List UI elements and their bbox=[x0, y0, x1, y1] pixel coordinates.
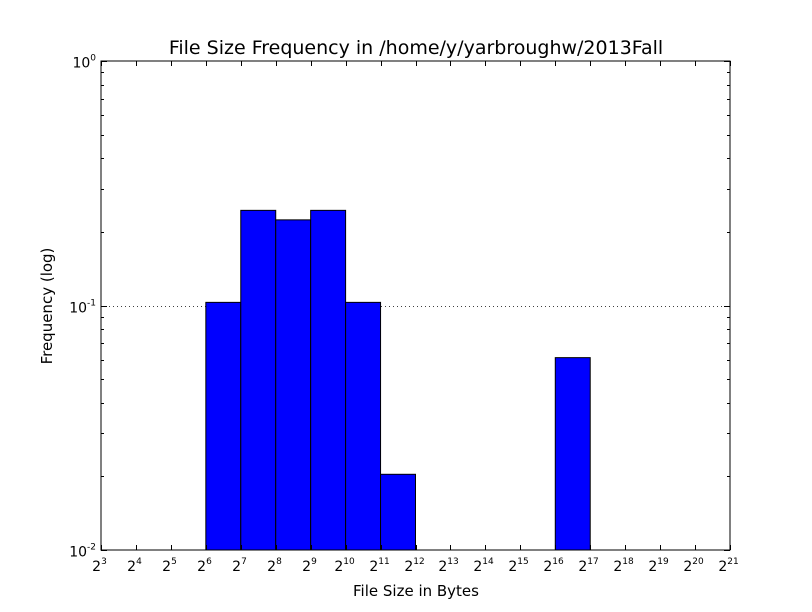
x-tick-base: 2 bbox=[683, 559, 692, 575]
x-tick-label: 211 bbox=[369, 557, 389, 575]
x-tick-base: 2 bbox=[334, 559, 343, 575]
x-tick-exponent: 21 bbox=[727, 557, 738, 567]
x-tick-base: 2 bbox=[438, 559, 447, 575]
x-tick-label: 27 bbox=[232, 557, 247, 575]
bar bbox=[205, 301, 242, 551]
y-tick-label: 10-1 bbox=[69, 299, 96, 317]
x-tick-exponent: 4 bbox=[136, 557, 142, 567]
x-tick-label: 216 bbox=[543, 557, 564, 575]
y-tick-exponent: -1 bbox=[87, 299, 96, 309]
x-tick-exponent: 8 bbox=[276, 557, 282, 567]
x-tick-exponent: 6 bbox=[206, 557, 212, 567]
x-tick-label: 214 bbox=[473, 557, 494, 575]
y-tick-base: 10 bbox=[72, 56, 90, 72]
x-tick-base: 2 bbox=[543, 559, 552, 575]
x-tick-label: 219 bbox=[648, 557, 669, 575]
y-tick-label: 100 bbox=[72, 54, 96, 72]
x-tick-label: 220 bbox=[683, 557, 704, 575]
x-tick-label: 218 bbox=[613, 557, 634, 575]
x-tick-exponent: 17 bbox=[587, 557, 598, 567]
y-tick-exponent: 0 bbox=[90, 54, 96, 64]
x-tick-base: 2 bbox=[92, 559, 101, 575]
x-tick-base: 2 bbox=[267, 559, 276, 575]
x-tick-exponent: 7 bbox=[241, 557, 247, 567]
x-tick-exponent: 3 bbox=[101, 557, 107, 567]
x-tick-exponent: 12 bbox=[413, 557, 424, 567]
x-tick-base: 2 bbox=[578, 559, 587, 575]
x-tick-label: 28 bbox=[267, 557, 282, 575]
x-tick-base: 2 bbox=[369, 559, 378, 575]
bars bbox=[205, 209, 591, 551]
x-tick-label: 217 bbox=[578, 557, 598, 575]
x-tick-base: 2 bbox=[127, 559, 136, 575]
x-tick-exponent: 15 bbox=[517, 557, 528, 567]
x-tick-exponent: 10 bbox=[343, 557, 355, 567]
y-tick-label: 10-2 bbox=[69, 543, 96, 561]
bar bbox=[345, 301, 382, 551]
x-tick-base: 2 bbox=[162, 559, 171, 575]
x-tick-label: 23 bbox=[92, 557, 107, 575]
plot-frame bbox=[100, 60, 731, 551]
y-axis-label: Frequency (log) bbox=[38, 248, 56, 365]
x-tick-label: 24 bbox=[127, 557, 142, 575]
y-tick-base: 10 bbox=[69, 301, 87, 317]
x-tick-label: 213 bbox=[438, 557, 458, 575]
x-tick-base: 2 bbox=[404, 559, 413, 575]
x-tick-exponent: 16 bbox=[552, 557, 564, 567]
x-tick-label: 29 bbox=[302, 557, 317, 575]
chart-title: File Size Frequency in /home/y/yarbrough… bbox=[169, 37, 663, 59]
x-tick-base: 2 bbox=[718, 559, 727, 575]
bar bbox=[310, 209, 347, 551]
bar bbox=[554, 357, 591, 551]
x-tick-exponent: 9 bbox=[311, 557, 317, 567]
x-tick-exponent: 5 bbox=[171, 557, 177, 567]
x-axis-ticks: 23 24 25 26 27 28 29 210 211 212 213 214 215 216 217 21… bbox=[92, 61, 739, 575]
y-tick-base: 10 bbox=[69, 545, 87, 561]
x-tick-base: 2 bbox=[648, 559, 657, 575]
x-tick-label: 26 bbox=[197, 557, 212, 575]
x-tick-label: 210 bbox=[334, 557, 355, 575]
x-tick-label: 25 bbox=[162, 557, 177, 575]
x-tick-exponent: 11 bbox=[378, 557, 389, 567]
bar bbox=[275, 219, 312, 551]
x-tick-exponent: 13 bbox=[447, 557, 458, 567]
x-tick-base: 2 bbox=[508, 559, 517, 575]
x-tick-label: 212 bbox=[404, 557, 424, 575]
x-tick-exponent: 14 bbox=[482, 557, 494, 567]
x-axis-label: File Size in Bytes bbox=[353, 582, 479, 600]
x-tick-exponent: 20 bbox=[692, 557, 704, 567]
x-tick-base: 2 bbox=[613, 559, 622, 575]
x-tick-label: 221 bbox=[718, 557, 738, 575]
x-tick-base: 2 bbox=[197, 559, 206, 575]
x-tick-base: 2 bbox=[473, 559, 482, 575]
x-tick-label: 215 bbox=[508, 557, 528, 575]
x-tick-exponent: 18 bbox=[622, 557, 634, 567]
y-tick-exponent: -2 bbox=[87, 543, 96, 553]
x-tick-base: 2 bbox=[302, 559, 311, 575]
x-tick-exponent: 19 bbox=[657, 557, 669, 567]
bar bbox=[380, 473, 416, 551]
bar bbox=[240, 209, 277, 551]
x-tick-base: 2 bbox=[232, 559, 241, 575]
